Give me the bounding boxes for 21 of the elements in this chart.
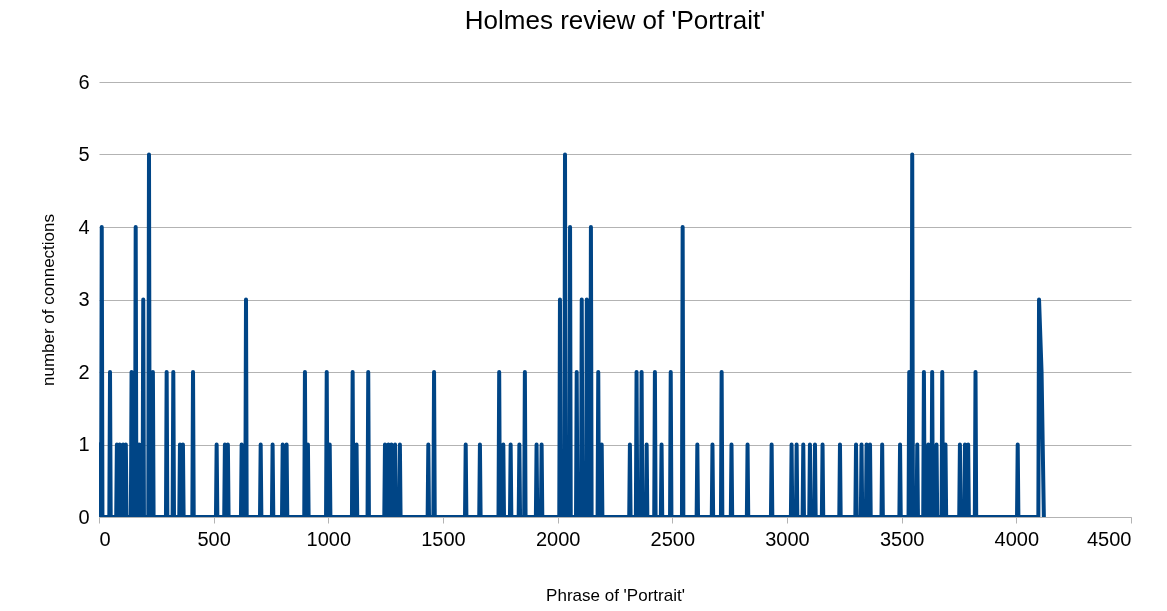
x-tick-label: 4500 [1087, 527, 1132, 550]
y-tick-label: 3 [78, 288, 90, 310]
y-tick-label: 5 [78, 143, 90, 165]
line-series [99, 152, 1046, 517]
x-tick-label: 2500 [650, 527, 696, 550]
x-tick-label: 1500 [421, 527, 466, 550]
x-tick-label: 1000 [306, 527, 352, 550]
y-tick-label: 6 [78, 70, 90, 93]
x-tick-label: 3000 [765, 527, 810, 550]
x-axis-title: Phrase of 'Portrait' [546, 585, 685, 605]
y-tick-label: 2 [78, 360, 90, 383]
y-tick-label: 0 [78, 505, 90, 528]
chart-title: Holmes review of 'Portrait' [464, 5, 766, 35]
y-tick-label: 1 [78, 433, 90, 455]
x-tick-label: 2000 [535, 527, 581, 550]
x-tick-label: 0 [99, 527, 111, 550]
x-tick-label: 4000 [994, 527, 1040, 550]
y-tick-label: 4 [78, 215, 90, 238]
x-tick-label: 500 [197, 527, 231, 550]
x-tick-label: 3500 [879, 527, 925, 550]
y-axis-title: number of connections [39, 214, 59, 386]
